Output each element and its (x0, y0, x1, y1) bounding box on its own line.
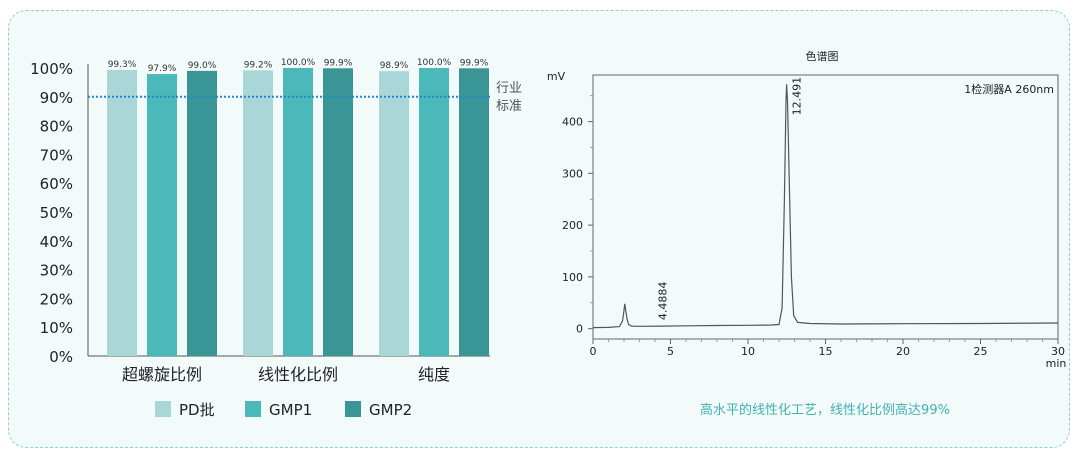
y-tick-label: 50% (40, 204, 73, 222)
x-tick-label: 0 (590, 345, 597, 358)
reference-line-label: 行业 (496, 81, 522, 96)
bar-data-label: 99.2% (244, 60, 273, 70)
x-tick-label: 30 (1051, 345, 1065, 358)
bar (323, 68, 353, 357)
y-tick-label: 10% (40, 319, 73, 337)
x-tick-label: 15 (819, 345, 833, 358)
y-tick-label: 70% (40, 146, 73, 164)
bar-data-label: 97.9% (148, 64, 177, 74)
y-tick-label: 400 (562, 116, 583, 129)
x-category-label: 超螺旋比例 (122, 365, 202, 384)
bar-data-label: 99.9% (460, 58, 489, 68)
detector-label: 1检测器A 260nm (964, 82, 1054, 96)
y-tick-label: 100 (562, 271, 583, 284)
bar (243, 70, 273, 356)
bar (107, 70, 137, 357)
y-tick-label: 20% (40, 290, 73, 308)
legend-swatch (155, 401, 171, 417)
x-tick-label: 5 (667, 345, 674, 358)
peak-label: 4.4884 (657, 282, 670, 321)
y-tick-label: 30% (40, 262, 73, 280)
x-tick-label: 10 (741, 345, 755, 358)
x-category-label: 线性化比例 (258, 365, 338, 384)
legend-label: GMP1 (269, 401, 312, 419)
chromatogram-trace (592, 84, 1059, 329)
y-tick-label: 300 (562, 167, 583, 180)
figure-panel (8, 10, 1070, 448)
y-tick-label: 100% (30, 60, 73, 78)
y-tick-label: 0% (49, 348, 73, 366)
y-axis-title: mV (547, 70, 566, 83)
bar (379, 71, 409, 356)
y-tick-label: 0 (576, 323, 583, 336)
bar-data-label: 99.9% (324, 58, 353, 68)
bar (147, 74, 177, 356)
x-tick-label: 25 (974, 345, 988, 358)
bar (459, 68, 489, 357)
legend-swatch (345, 401, 361, 417)
x-axis-title: min (1046, 357, 1067, 370)
y-tick-label: 90% (40, 89, 73, 107)
y-tick-label: 200 (562, 219, 583, 232)
y-tick-label: 80% (40, 118, 73, 136)
y-tick-label: 60% (40, 175, 73, 193)
legend-label: PD批 (179, 401, 215, 419)
bar-data-label: 100.0% (281, 58, 316, 68)
x-category-label: 纯度 (418, 365, 450, 384)
chart-title: 色谱图 (806, 49, 839, 63)
legend-swatch (245, 401, 261, 417)
bar (419, 68, 449, 356)
bar-data-label: 100.0% (417, 58, 452, 68)
legend-label: GMP2 (369, 401, 412, 419)
peak-label: 12.491 (791, 77, 804, 116)
reference-line-label: 标准 (496, 99, 522, 114)
y-tick-label: 40% (40, 233, 73, 251)
bar-data-label: 99.3% (108, 60, 137, 70)
x-tick-label: 20 (896, 345, 910, 358)
chart-caption: 高水平的线性化工艺，线性化比例高达99% (700, 403, 950, 418)
bar (283, 68, 313, 356)
bar-data-label: 98.9% (380, 61, 409, 71)
bar (187, 70, 217, 356)
bar-data-label: 99.0% (188, 61, 217, 71)
